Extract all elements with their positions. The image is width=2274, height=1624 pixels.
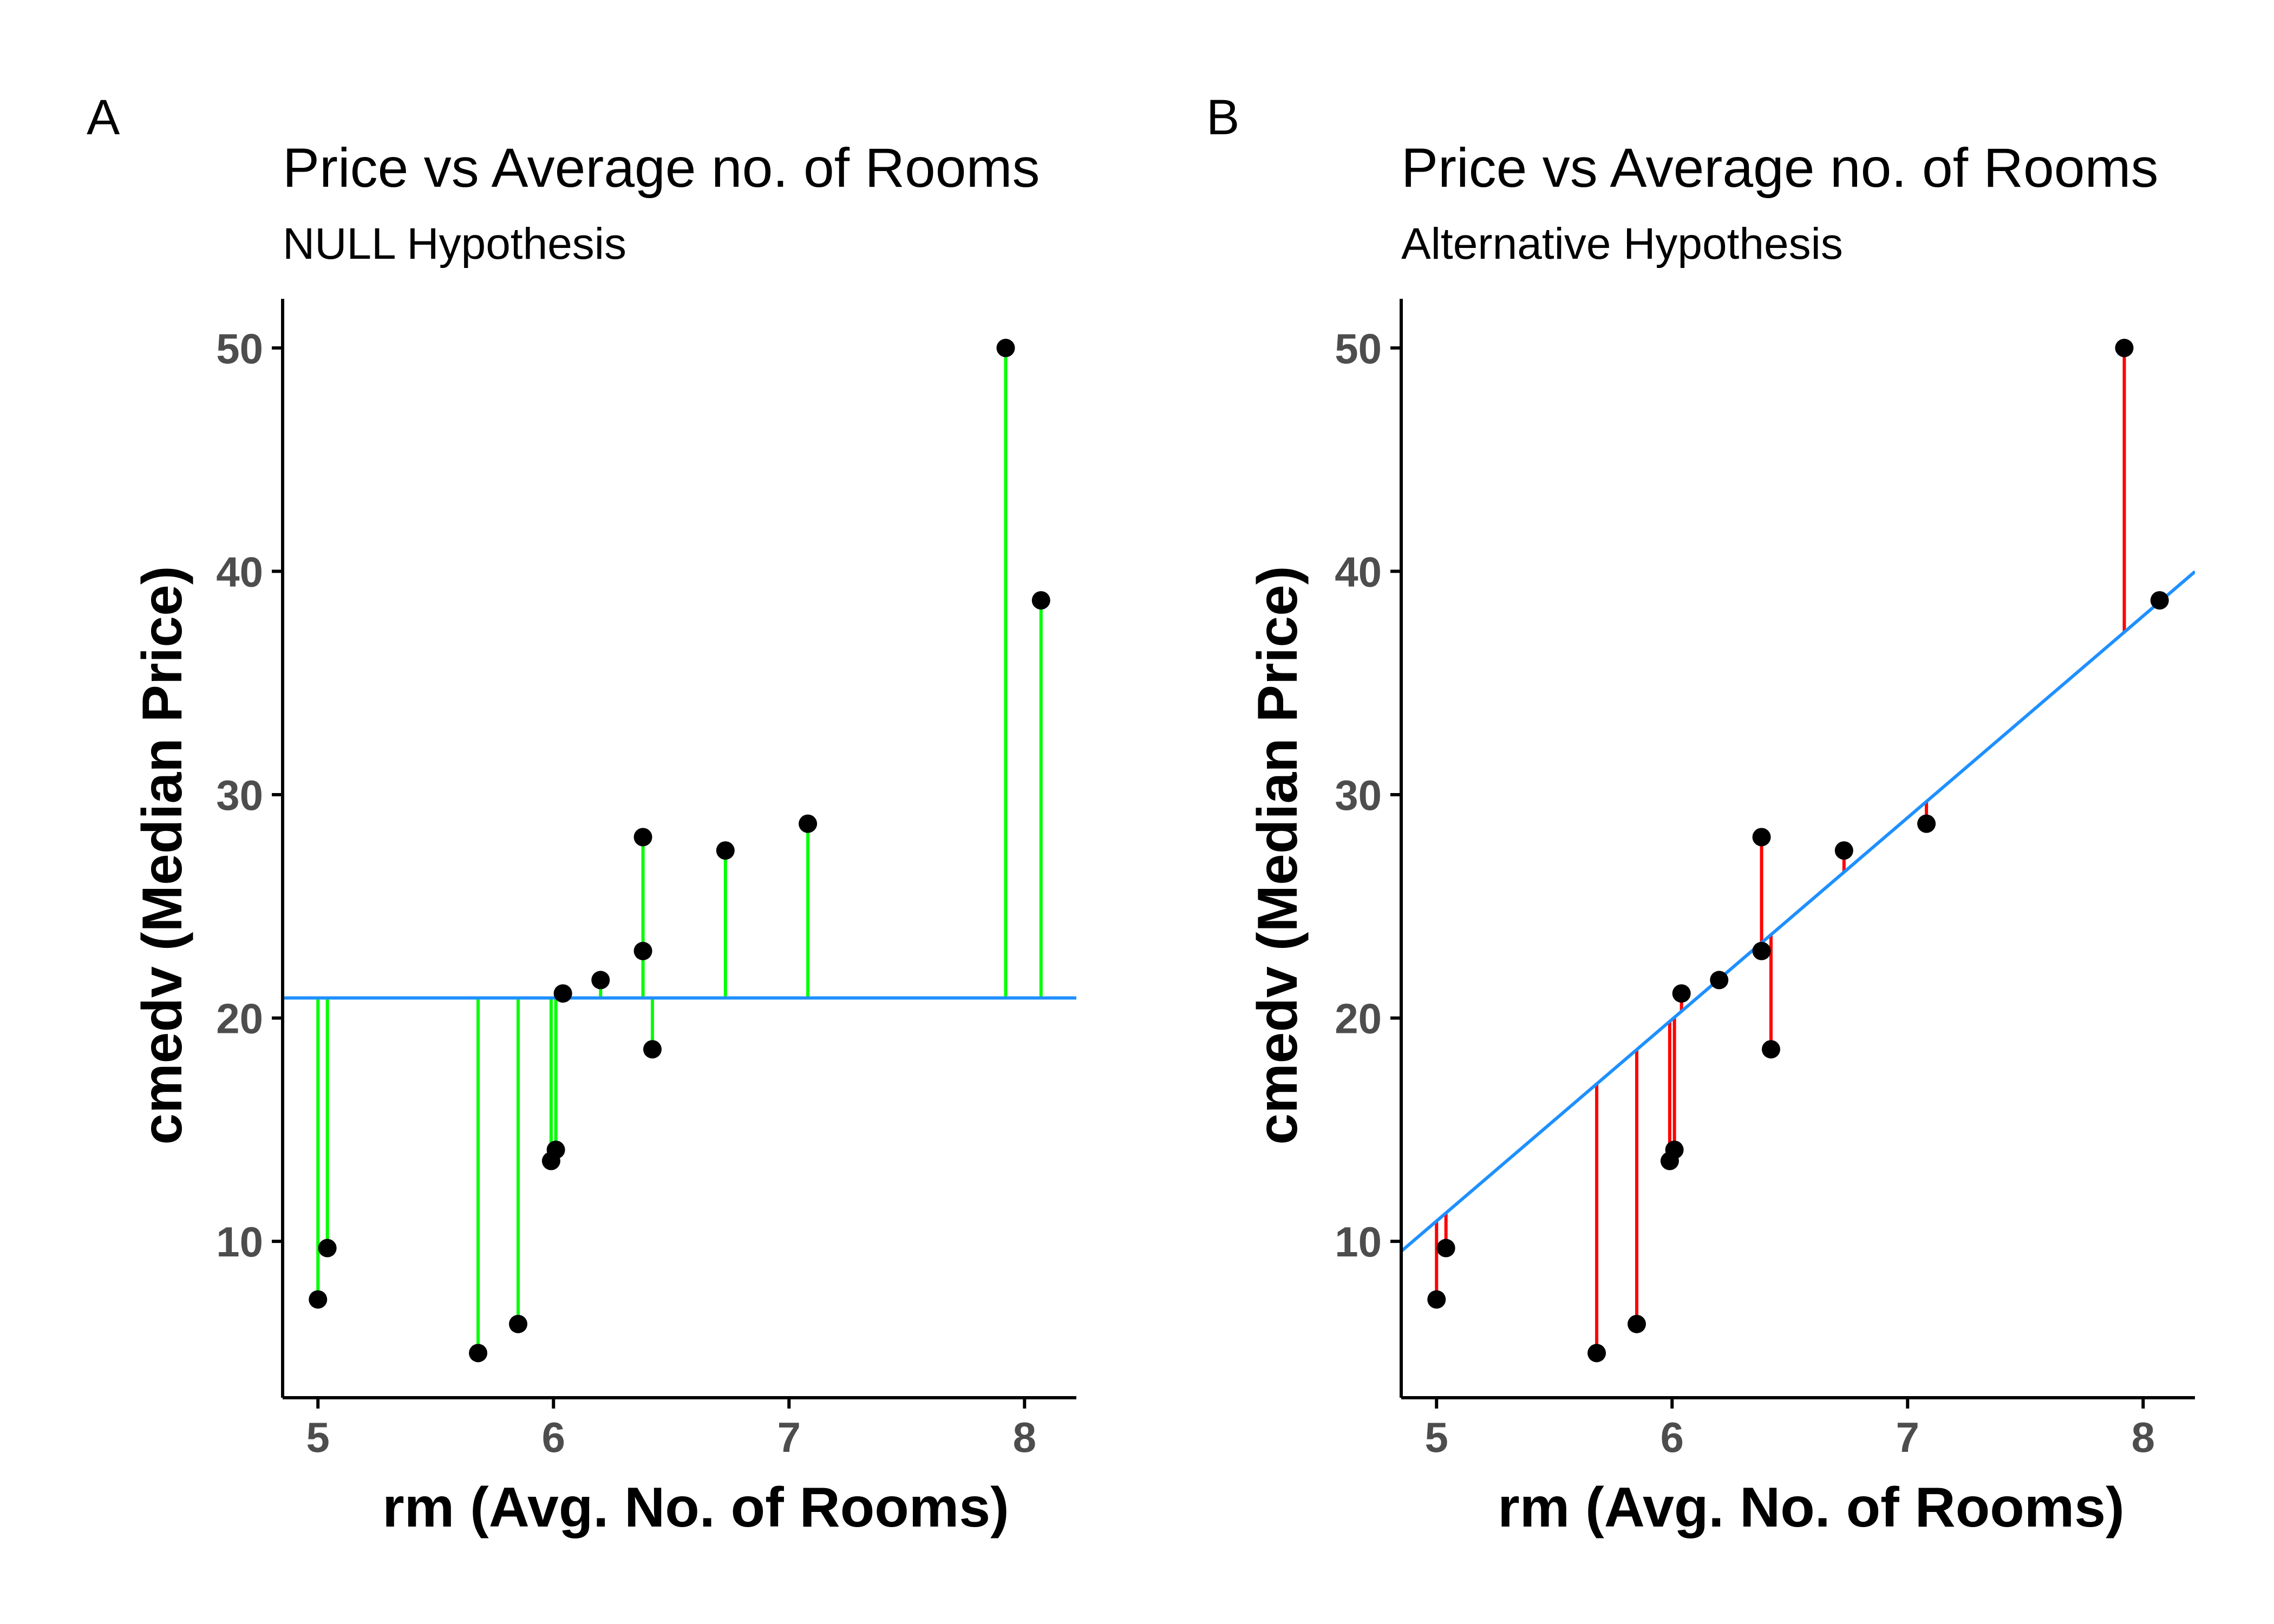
panel-b-subtitle: Alternative Hypothesis — [1401, 219, 1843, 269]
panel-a-y-tick-label-50: 50 — [216, 325, 263, 372]
panel-a-plot-area: 5 6 7 8 10 20 30 40 50 — [216, 299, 1076, 1461]
panel-a-x-tick-label-5: 5 — [306, 1413, 330, 1461]
panel-b-point-1 — [1436, 1239, 1455, 1258]
panel-a-point-7 — [591, 971, 610, 990]
panel-b-point-8 — [1752, 828, 1771, 847]
panel-b-x-tick-label-5: 5 — [1425, 1413, 1448, 1461]
panel-b-title: Price vs Average no. of Rooms — [1401, 137, 2158, 199]
panel-b-point-5 — [1665, 1141, 1684, 1160]
panel-a-x-tick-label-6: 6 — [542, 1413, 565, 1461]
panel-b-y-tick-label-50: 50 — [1335, 325, 1382, 372]
panel-b-y-tick-label-10: 10 — [1335, 1218, 1382, 1266]
panel-b-point-9 — [1752, 941, 1771, 960]
panel-b-y-tick-label-30: 30 — [1335, 771, 1382, 819]
panel-a-point-5 — [546, 1141, 565, 1160]
panel-b-fit-line — [1401, 570, 2195, 1253]
panel-a-y-tick-label-10: 10 — [216, 1218, 263, 1266]
panel-a-point-0 — [309, 1290, 328, 1309]
panel-a-point-13 — [996, 338, 1015, 357]
panel-a-title: Price vs Average no. of Rooms — [283, 137, 1040, 199]
panel-a: A Price vs Average no. of Rooms NULL Hyp… — [87, 90, 1076, 1539]
panel-b-point-12 — [1917, 814, 1936, 833]
panel-b-x-tick-label-7: 7 — [1896, 1413, 1919, 1461]
panel-a-point-9 — [633, 941, 652, 960]
panel-b-point-14 — [2150, 591, 2169, 610]
panel-a-point-14 — [1031, 591, 1050, 610]
panel-b-x-tick-label-8: 8 — [2132, 1413, 2155, 1461]
panel-a-y-axis-title: cmedv (Median Price) — [131, 566, 194, 1144]
panel-a-x-axis-title: rm (Avg. No. of Rooms) — [382, 1476, 1009, 1539]
panel-a-point-3 — [509, 1314, 528, 1333]
panel-b-x-axis-title: rm (Avg. No. of Rooms) — [1498, 1476, 2124, 1539]
panel-b-point-0 — [1427, 1290, 1446, 1309]
panel-a-subtitle: NULL Hypothesis — [283, 219, 626, 269]
panel-b-point-6 — [1672, 984, 1691, 1003]
panel-b-point-3 — [1628, 1314, 1646, 1333]
panel-a-x-tick-label-8: 8 — [1013, 1413, 1036, 1461]
panel-b-x-tick-label-6: 6 — [1661, 1413, 1684, 1461]
panel-b-point-11 — [1834, 841, 1853, 860]
panel-b-y-tick-label-20: 20 — [1335, 995, 1382, 1043]
panel-b-y-axis-title: cmedv (Median Price) — [1246, 566, 1309, 1144]
panel-a-y-tick-label-40: 40 — [216, 548, 263, 595]
panel-a-point-10 — [643, 1040, 662, 1059]
panel-b-point-10 — [1761, 1040, 1780, 1059]
panel-b: B Price vs Average no. of Rooms Alternat… — [1206, 90, 2195, 1539]
panel-a-point-6 — [553, 984, 572, 1003]
panel-b-y-tick-label-40: 40 — [1335, 548, 1382, 595]
panel-a-point-11 — [716, 841, 735, 860]
panel-b-plot-area: 5 6 7 8 10 20 30 40 50 — [1335, 299, 2195, 1461]
panel-b-point-2 — [1587, 1344, 1606, 1363]
panel-a-point-8 — [633, 828, 652, 847]
panel-b-tag: B — [1206, 90, 1239, 145]
panel-a-y-tick-label-30: 30 — [216, 771, 263, 819]
panel-b-point-7 — [1710, 971, 1729, 990]
panel-b-point-13 — [2115, 338, 2134, 357]
panel-a-x-tick-label-7: 7 — [777, 1413, 801, 1461]
panel-a-tag: A — [87, 90, 120, 145]
panel-a-point-1 — [318, 1239, 337, 1258]
panel-a-point-12 — [799, 814, 818, 833]
panel-a-y-tick-label-20: 20 — [216, 995, 263, 1043]
panel-a-point-2 — [469, 1344, 488, 1363]
